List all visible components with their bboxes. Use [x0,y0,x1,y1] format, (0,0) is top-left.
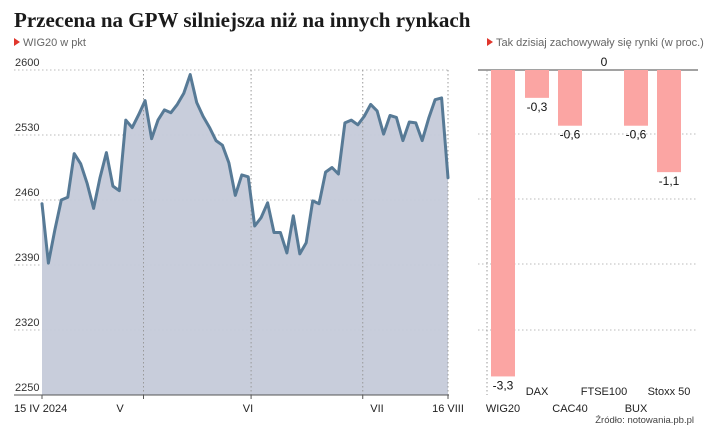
line-chart-subtitle: WIG20 w pkt [14,37,86,49]
bar-category-label: FTSE100 [581,386,627,398]
y-tick-label: 2390 [15,252,39,264]
bar-value-label: -0,3 [527,100,548,114]
bar-category-label: WIG20 [486,403,520,415]
bar-dax [525,70,549,98]
chart-title: Przecena na GPW silniejsza niż na innych… [14,8,471,32]
bar-bux [624,70,648,126]
y-tick-label: 2600 [15,57,39,69]
x-tick-label: V [116,403,124,415]
bar-category-label: Stoxx 50 [648,386,691,398]
y-tick-label: 2250 [15,382,39,394]
bar-category-label: DAX [526,386,549,398]
x-tick-label: VI [243,403,253,415]
bar-value-label: -1,1 [659,174,680,188]
markets-bar-chart: -3,3 WIG20 -0,3 DAX -0,6 CAC40 0 FTSE100 -0,6 BUX… [478,55,698,415]
red-triangle-marker-icon [487,38,493,46]
line-chart-subtitle-text: WIG20 w pkt [23,37,86,49]
bar-value-label: -0,6 [560,128,581,142]
bar-value-label: -3,3 [493,378,514,392]
y-tick-label: 2530 [15,122,39,134]
wig20-line-chart: 2250 2320 2390 2460 2530 2600 15 IV 2024 V VI VII… [14,57,464,415]
bar-cac40 [558,70,582,126]
bar-category-label: CAC40 [552,403,587,415]
bar-stoxx-50 [657,70,681,173]
y-tick-label: 2460 [15,187,39,199]
bar-value-label: -0,6 [626,128,647,142]
x-tick-label: 16 VIII [432,403,464,415]
bar-chart-subtitle: Tak dzisiaj zachowywały się rynki (w pro… [487,37,704,49]
bar-value-label: 0 [601,55,608,69]
x-tick-label: VII [370,403,383,415]
bar-category-label: BUX [625,403,648,415]
bar-chart-subtitle-text: Tak dzisiaj zachowywały się rynki (w pro… [496,37,704,49]
y-tick-label: 2320 [15,317,39,329]
red-triangle-marker-icon [14,38,20,46]
source-note: Źródło: notowania.pb.pl [595,415,694,426]
x-tick-label: 15 IV 2024 [14,403,67,415]
wig20-line [40,73,450,265]
bar-wig20 [491,70,515,377]
